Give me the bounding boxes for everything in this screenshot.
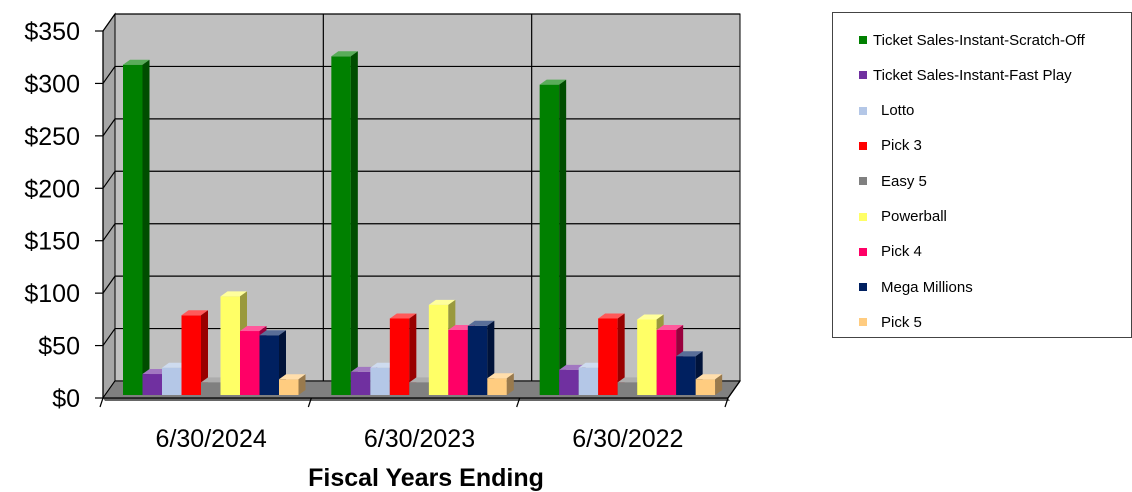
bar	[695, 374, 723, 395]
bar	[331, 51, 358, 395]
bar	[123, 59, 150, 395]
legend-item: Lotto	[859, 101, 914, 121]
legend-item: Pick 5	[859, 312, 922, 332]
y-tick-label: $50	[38, 333, 80, 361]
legend-item: Pick 3	[859, 136, 922, 156]
legend-label: Lotto	[881, 102, 915, 120]
y-tick-label: $100	[24, 280, 80, 308]
bar	[181, 310, 208, 395]
gridlines	[102, 13, 740, 399]
legend-swatch	[859, 36, 867, 44]
plot-area	[102, 12, 741, 400]
y-tick-label: $0	[52, 385, 80, 413]
legend-item: Mega Millions	[859, 277, 973, 297]
legend-swatch	[859, 247, 867, 256]
y-tick-label: $150	[24, 228, 80, 256]
legend-label: Pick 3	[881, 137, 922, 155]
legend-swatch	[859, 106, 867, 115]
legend-swatch	[859, 141, 867, 150]
bar	[598, 313, 625, 395]
legend-swatch	[859, 283, 867, 292]
legend-label: Powerball	[881, 208, 947, 225]
y-tick-label: $200	[24, 175, 80, 203]
legend-item: Pick 4	[859, 242, 922, 262]
y-tick-labels: $0 $50 $100 $150 $200 $250 $300 $350	[24, 18, 80, 413]
x-tick-label: 6/30/2023	[364, 425, 475, 453]
legend-swatch	[859, 318, 867, 327]
legend-item: Ticket Sales-Instant-Fast Play	[859, 65, 1072, 85]
legend-label: Ticket Sales-Instant-Fast Play	[873, 66, 1072, 84]
legend-label: Easy 5	[881, 172, 927, 190]
legend-item: Powerball	[859, 207, 947, 227]
bar	[467, 320, 495, 395]
y-tick-label: $300	[24, 70, 80, 98]
legend-label: Pick 4	[881, 243, 922, 261]
bar	[389, 313, 417, 395]
legend-label: Mega Millions	[881, 278, 973, 296]
legend-item: Easy 5	[859, 171, 927, 191]
bars	[123, 51, 723, 395]
x-tick-label: 6/30/2024	[156, 425, 267, 453]
legend-swatch	[859, 212, 867, 221]
y-tick-label: $250	[24, 123, 80, 151]
y-tick-label: $350	[24, 18, 80, 46]
x-axis-title: Fiscal Years Ending	[308, 464, 544, 492]
legend: Ticket Sales-Instant-Scratch-Off Ticket S…	[832, 12, 1132, 338]
legend-swatch	[859, 71, 867, 80]
x-tick-labels: 6/30/2024 6/30/2023 6/30/2022	[156, 425, 684, 453]
axes	[95, 30, 741, 408]
legend-item: Ticket Sales-Instant-Scratch-Off	[859, 30, 1085, 50]
legend-label: Pick 5	[881, 313, 922, 331]
legend-swatch	[859, 177, 867, 186]
bar	[279, 374, 306, 395]
x-tick-label: 6/30/2022	[572, 425, 683, 453]
bar	[539, 79, 567, 395]
legend-label: Ticket Sales-Instant-Scratch-Off	[873, 31, 1085, 49]
bar	[487, 373, 514, 395]
